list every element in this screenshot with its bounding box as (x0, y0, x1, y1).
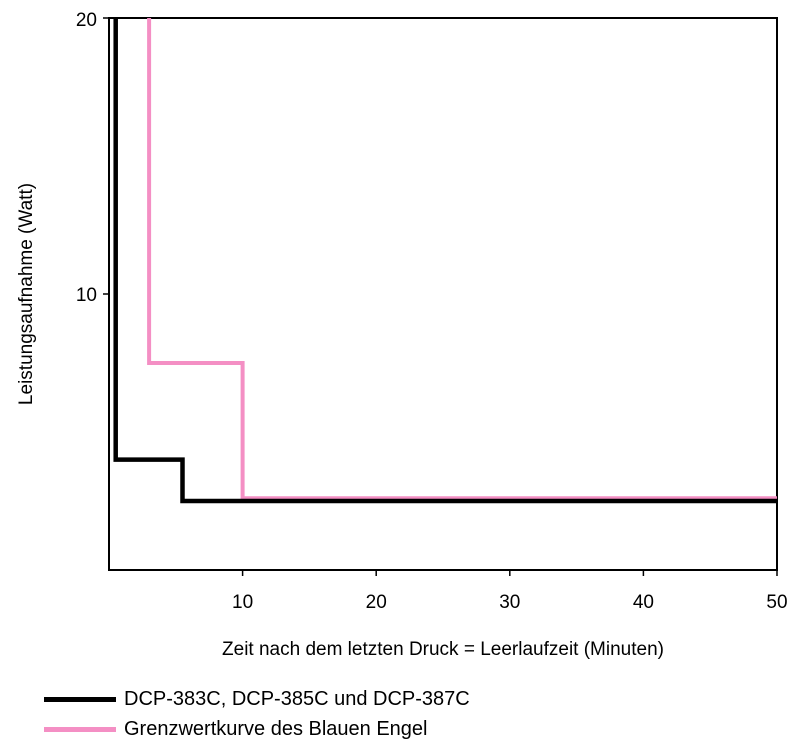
y-tick-label: 10 (76, 285, 97, 306)
x-axis-title: Zeit nach dem letzten Druck = Leerlaufze… (222, 639, 664, 660)
series-layer (113, 18, 777, 504)
x-axis-ticks: 10 20 30 40 50 (232, 570, 788, 613)
legend-swatch-series-1 (44, 696, 116, 702)
series-line-2 (147, 18, 777, 501)
x-tick-label: 10 (232, 592, 253, 613)
legend-label-series-1: DCP-383C, DCP-385C und DCP-387C (124, 687, 470, 710)
plot-frame (108, 17, 778, 571)
legend-item-series-1: DCP-383C, DCP-385C und DCP-387C (44, 684, 470, 714)
x-tick-label: 30 (499, 592, 520, 613)
y-axis-title: Leistungsaufnahme (Watt) (16, 183, 37, 405)
x-tick-label: 40 (633, 592, 654, 613)
legend-swatch-series-2 (44, 726, 116, 732)
y-axis-ticks: 10 20 (76, 10, 109, 306)
legend-item-series-2: Grenzwertkurve des Blauen Engel (44, 714, 470, 744)
legend-label-series-2: Grenzwertkurve des Blauen Engel (124, 717, 428, 740)
series-line-1 (113, 18, 777, 504)
chart: 10 20 30 40 50 10 20 Zeit nach dem letzten Dr… (16, 10, 788, 660)
x-tick-label: 20 (366, 592, 387, 613)
y-tick-label: 20 (76, 10, 97, 31)
legend: DCP-383C, DCP-385C und DCP-387C Grenzwer… (44, 684, 470, 744)
x-tick-label: 50 (766, 592, 787, 613)
